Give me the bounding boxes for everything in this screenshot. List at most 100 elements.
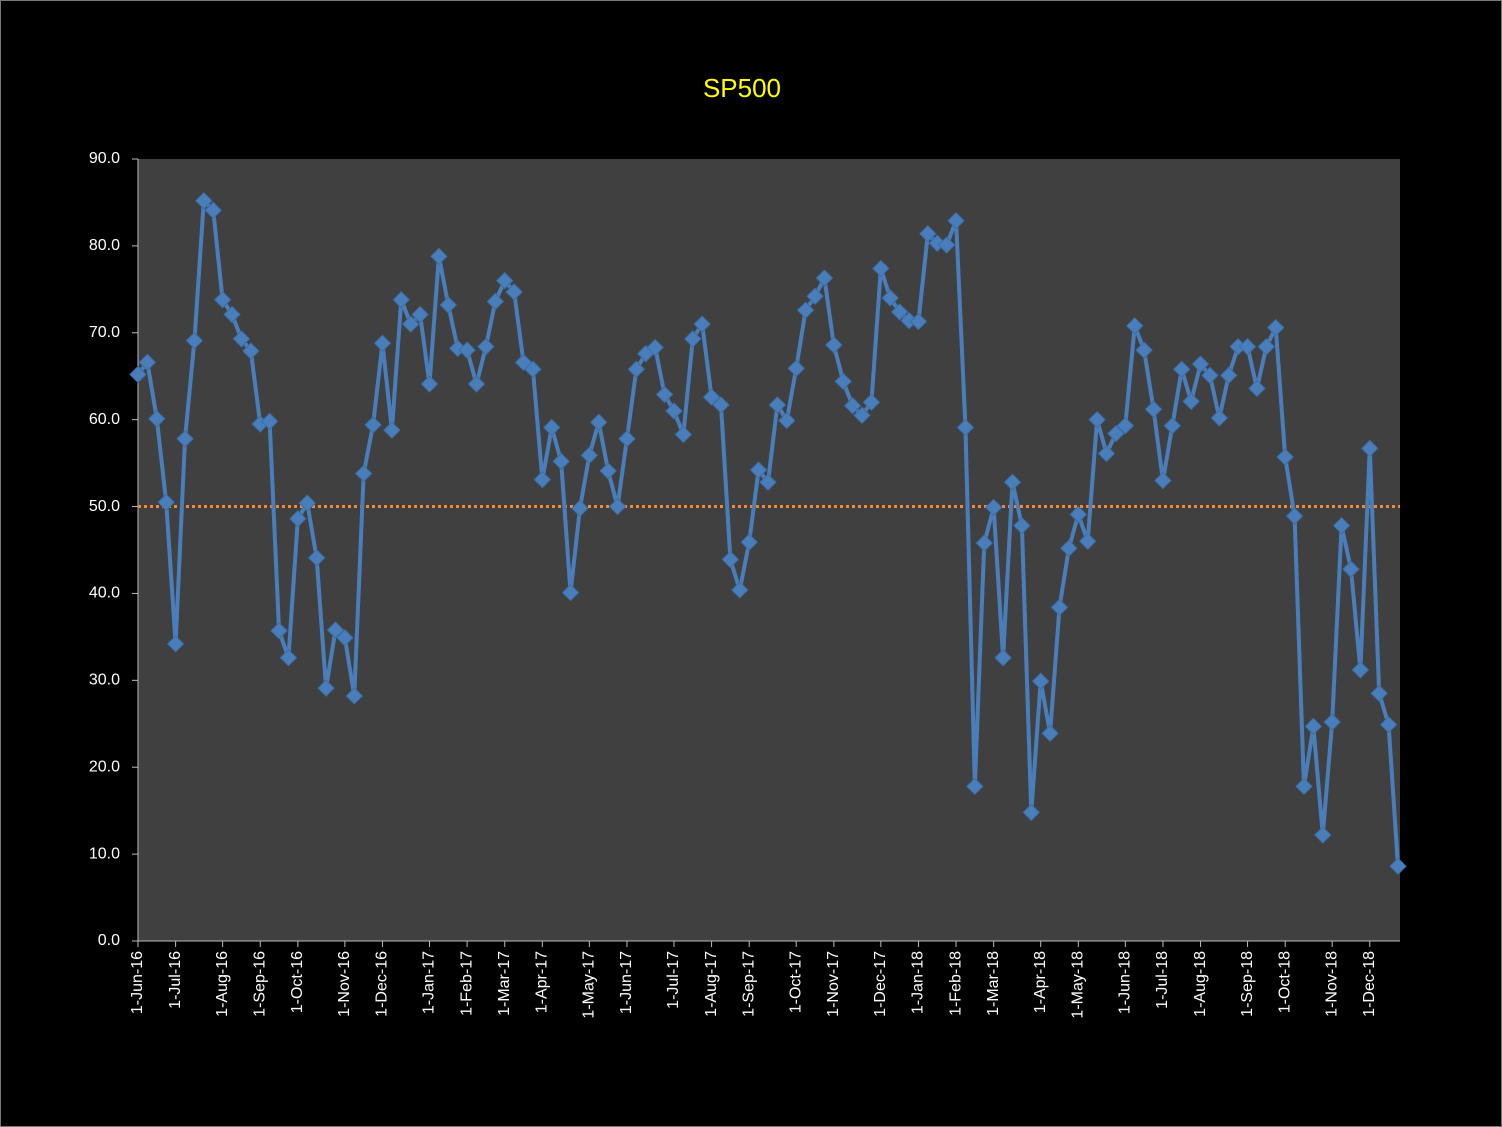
- x-tick-label: 1-Aug-18: [1192, 951, 1209, 1017]
- data-point: [618, 430, 636, 448]
- data-point: [148, 410, 166, 428]
- data-point: [1285, 507, 1304, 525]
- data-point: [862, 393, 881, 411]
- y-tick-label: 0.0: [98, 932, 120, 949]
- x-tick-label: 1-Jan-17: [421, 951, 438, 1014]
- x-tick-label: 1-Sep-16: [251, 951, 268, 1017]
- y-tick-label: 10.0: [89, 845, 120, 862]
- x-tick-label: 1-Feb-18: [947, 951, 964, 1016]
- data-point: [307, 549, 326, 567]
- data-point: [843, 397, 862, 415]
- data-point: [853, 406, 871, 425]
- data-point: [1022, 803, 1040, 822]
- data-point: [994, 649, 1012, 667]
- x-tick-label: 1-Jan-18: [910, 951, 927, 1014]
- x-tick-label: 1-Nov-18: [1323, 951, 1340, 1017]
- data-point: [806, 287, 824, 305]
- data-point: [317, 679, 335, 697]
- data-point: [1144, 400, 1163, 418]
- data-point: [232, 330, 251, 348]
- data-point: [373, 334, 392, 352]
- data-point: [524, 360, 542, 378]
- data-point: [721, 550, 740, 569]
- x-tick-label: 1-Jun-16: [129, 951, 146, 1014]
- data-point: [439, 296, 458, 314]
- data-point: [1173, 360, 1191, 378]
- data-point: [401, 315, 420, 333]
- data-point: [1342, 560, 1360, 578]
- data-point: [477, 337, 495, 356]
- x-tick-label: 1-Dec-16: [374, 951, 391, 1017]
- data-point: [354, 464, 373, 483]
- data-point: [834, 372, 852, 391]
- data-point: [740, 533, 758, 551]
- data-point: [778, 411, 796, 430]
- x-tick-label: 1-Dec-18: [1361, 951, 1378, 1017]
- data-point: [1060, 539, 1078, 557]
- data-point: [552, 452, 570, 471]
- data-point: [1088, 410, 1106, 429]
- data-point: [1031, 672, 1050, 690]
- x-tick-label: 1-Nov-16: [336, 951, 353, 1017]
- data-point: [665, 402, 683, 420]
- data-point: [1276, 448, 1294, 466]
- y-tick-label: 40.0: [89, 585, 120, 602]
- data-point: [702, 388, 721, 406]
- x-tick-label: 1-Mar-18: [985, 951, 1002, 1016]
- data-point: [1003, 473, 1022, 491]
- data-point: [608, 497, 627, 516]
- data-point: [260, 412, 279, 431]
- data-point: [1248, 379, 1266, 398]
- data-point: [364, 416, 382, 434]
- x-tick-label: 1-Aug-17: [703, 951, 720, 1017]
- data-point: [787, 359, 805, 378]
- data-point: [759, 473, 777, 491]
- data-point: [655, 385, 674, 404]
- data-point: [467, 375, 486, 393]
- y-tick-label: 30.0: [89, 672, 120, 689]
- plot-area: [138, 159, 1400, 941]
- data-point: [1126, 317, 1144, 335]
- data-point: [336, 629, 354, 647]
- data-point: [1361, 439, 1379, 458]
- data-point: [345, 687, 363, 705]
- data-point: [674, 425, 693, 444]
- x-tick-label: 1-Feb-17: [458, 951, 475, 1016]
- data-point: [1013, 516, 1031, 535]
- data-point: [1191, 355, 1210, 373]
- data-point: [1201, 366, 1219, 385]
- data-point: [533, 470, 552, 489]
- data-point: [195, 191, 213, 210]
- data-point: [571, 499, 589, 518]
- x-tick-label: 1-Jul-18: [1154, 951, 1171, 1009]
- data-point: [289, 510, 307, 528]
- x-tick-label: 1-Dec-17: [872, 951, 889, 1017]
- x-tick-label: 1-Jun-18: [1117, 951, 1134, 1014]
- data-point: [279, 649, 298, 667]
- data-point: [590, 413, 608, 431]
- data-point: [1370, 684, 1388, 703]
- data-point: [411, 305, 429, 324]
- data-point: [1332, 516, 1351, 535]
- data-point: [825, 336, 843, 354]
- data-point: [1220, 366, 1238, 385]
- x-tick-label: 1-Oct-17: [787, 951, 804, 1013]
- data-point: [204, 201, 222, 219]
- data-point: [138, 353, 157, 372]
- x-tick-label: 1-Oct-18: [1276, 951, 1293, 1013]
- y-tick-label: 60.0: [89, 411, 120, 428]
- data-point: [1314, 826, 1332, 844]
- data-point: [731, 581, 749, 599]
- data-point: [599, 462, 617, 480]
- data-point: [947, 211, 965, 230]
- data-point: [166, 635, 185, 653]
- data-point: [223, 305, 241, 324]
- data-point: [1351, 661, 1370, 679]
- data-point: [580, 446, 599, 464]
- data-point: [1135, 341, 1153, 359]
- data-point: [966, 777, 984, 796]
- data-point: [486, 292, 505, 311]
- data-point: [1078, 532, 1097, 551]
- data-point: [881, 289, 899, 307]
- data-point: [1107, 424, 1125, 443]
